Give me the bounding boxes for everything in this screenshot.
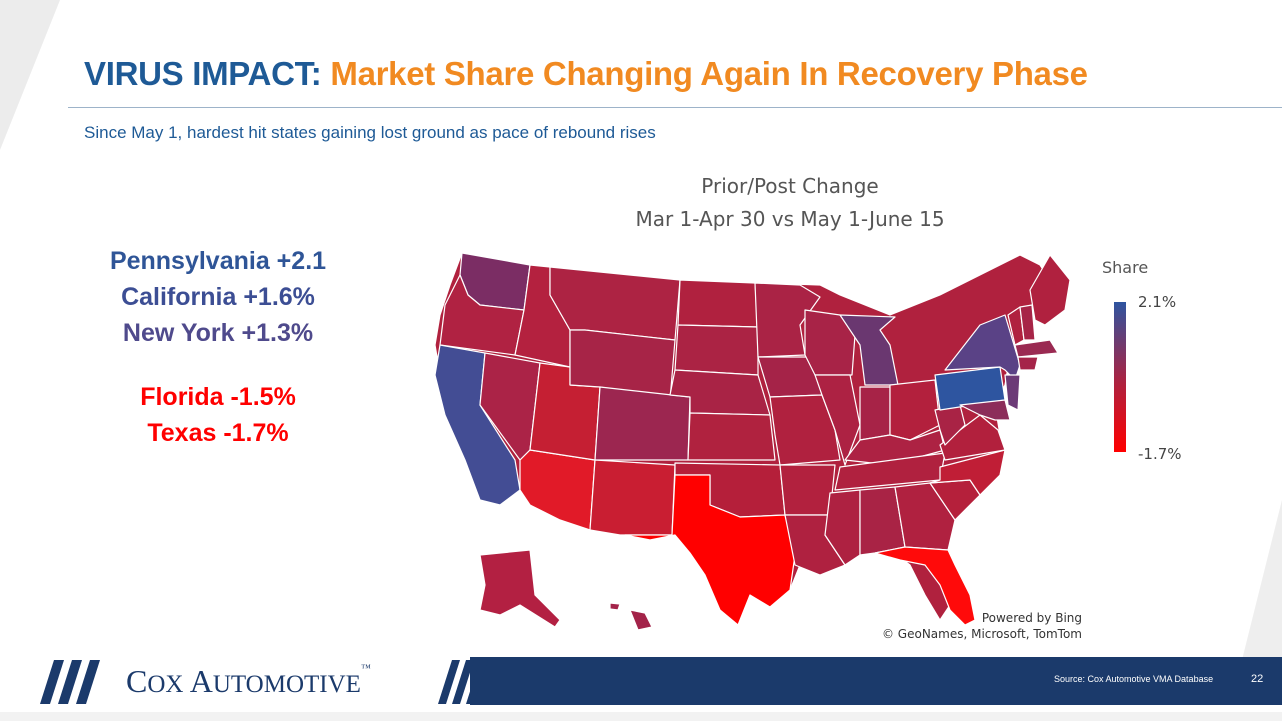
highlight-california: California +1.6%	[121, 283, 315, 311]
state-arkansas	[779, 464, 836, 516]
highlight-new-york: New York +1.3%	[122, 319, 314, 347]
state-michigan	[839, 314, 899, 386]
state-maine	[1029, 254, 1071, 326]
state-kansas	[687, 412, 776, 461]
map-title-line1: Prior/Post Change	[701, 174, 879, 198]
geonames-credit: © GeoNames, Microsoft, TomTom	[881, 627, 1082, 641]
title-divider	[68, 107, 1282, 108]
legend-title: Share	[1102, 258, 1149, 277]
legend-max-label: 2.1%	[1138, 293, 1177, 311]
bottom-strip	[0, 712, 1282, 721]
state-mississippi	[824, 489, 861, 566]
state-maryland	[959, 399, 1011, 421]
source-note: Source: Cox Automotive VMA Database	[1054, 674, 1214, 684]
state-north-dakota	[677, 279, 759, 328]
slide-subtitle: Since May 1, hardest hit states gaining …	[84, 123, 656, 142]
state-hawaii-2	[609, 602, 621, 611]
corner-decoration-right	[1242, 500, 1282, 660]
state-illinois	[814, 374, 861, 466]
state-texas	[624, 474, 796, 626]
state-virginia	[939, 414, 1006, 461]
state-alaska	[479, 549, 561, 628]
state-montana	[549, 266, 681, 341]
us-choropleth-map	[434, 252, 1071, 631]
footer-bar	[470, 657, 1282, 705]
slash-icon-right	[438, 660, 488, 704]
corner-decoration	[0, 0, 60, 150]
state-massachusetts	[1014, 339, 1059, 358]
map-title-line2: Mar 1-Apr 30 vs May 1-June 15	[635, 207, 945, 231]
map-title: Prior/Post Change Mar 1-Apr 30 vs May 1-…	[560, 170, 1020, 236]
state-colorado	[594, 386, 691, 461]
title-prefix: VIRUS IMPACT:	[84, 55, 322, 92]
title-main: Market Share Changing Again In Recovery …	[330, 55, 1088, 92]
highlight-pennsylvania: Pennsylvania +2.1	[109, 247, 327, 275]
map-credits: Powered by Bing © GeoNames, Microsoft, T…	[882, 610, 1082, 642]
highlight-texas: Texas -1.7%	[147, 419, 289, 447]
state-new-jersey	[1004, 374, 1021, 411]
state-florida	[874, 546, 976, 626]
state-new-york	[944, 314, 1021, 381]
bing-credit: Powered by Bing	[981, 611, 1082, 625]
state-new-mexico	[589, 459, 676, 536]
page-number: 22	[1251, 673, 1264, 685]
cox-automotive-logo: COX AUTOMOTIVE™	[126, 663, 371, 699]
state-connecticut	[1017, 356, 1039, 371]
state-new-hampshire	[1019, 304, 1036, 341]
state-arizona	[519, 449, 596, 531]
state-ohio	[889, 379, 941, 441]
state-highlights: Pennsylvania +2.1 California +1.6% New Y…	[68, 243, 368, 451]
state-indiana	[859, 386, 891, 441]
state-north-carolina	[929, 449, 1006, 496]
state-south-dakota	[674, 324, 759, 376]
slash-icon-left	[40, 660, 100, 704]
legend-min-label: -1.7%	[1138, 445, 1182, 463]
legend-color-scale	[1114, 302, 1126, 452]
state-georgia	[894, 482, 956, 551]
slide-title: VIRUS IMPACT: Market Share Changing Agai…	[84, 55, 1088, 93]
highlight-florida: Florida -1.5%	[140, 383, 296, 411]
state-hawaii	[629, 609, 653, 631]
